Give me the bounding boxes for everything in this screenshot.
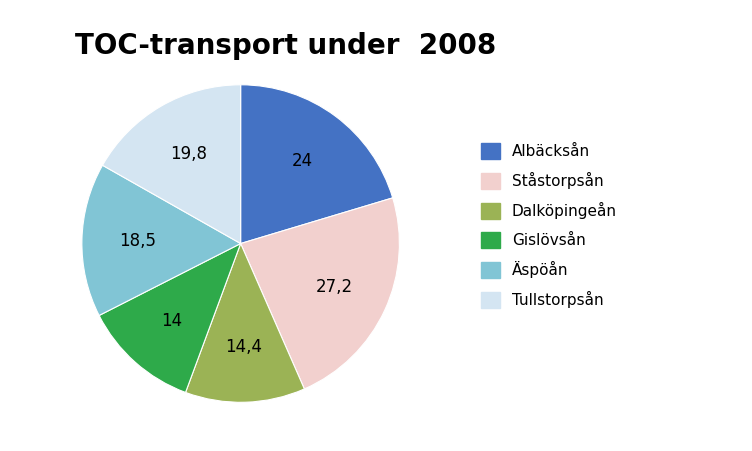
Text: 14: 14 [162, 312, 183, 330]
Text: TOC-transport under  2008: TOC-transport under 2008 [75, 32, 496, 60]
Wedge shape [102, 85, 241, 244]
Wedge shape [186, 244, 305, 402]
Wedge shape [241, 85, 393, 244]
Legend: Albäcksån, Ståstorpsån, Dalköpingeån, Gislövsån, Äspöån, Tullstorpsån: Albäcksån, Ståstorpsån, Dalköpingeån, Gi… [481, 143, 617, 308]
Text: 27,2: 27,2 [316, 278, 353, 296]
Text: 24: 24 [292, 152, 313, 170]
Text: 19,8: 19,8 [170, 145, 208, 163]
Text: 14,4: 14,4 [225, 338, 262, 356]
Text: 18,5: 18,5 [119, 232, 156, 250]
Wedge shape [99, 244, 241, 392]
Wedge shape [241, 198, 399, 389]
Wedge shape [82, 165, 241, 316]
